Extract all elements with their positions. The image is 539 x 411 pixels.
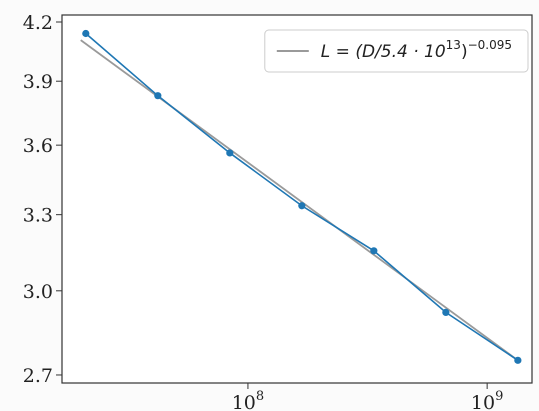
y-tick-label: 3.6 — [23, 135, 53, 157]
x-tick-base: 10 — [471, 392, 495, 411]
data-point — [82, 29, 90, 38]
data-point — [442, 308, 450, 316]
data-point — [370, 247, 378, 255]
y-tick-label: 2.7 — [23, 365, 53, 387]
series-line — [80, 39, 519, 362]
y-tick-label: 4.2 — [23, 12, 53, 34]
x-tick-label: 108 — [232, 389, 264, 411]
legend-label-part: −0.095 — [468, 38, 512, 52]
x-tick-label: 109 — [471, 389, 503, 411]
data-point — [154, 92, 162, 100]
legend: L = (D/5.4 · 1013)−0.095 — [264, 29, 529, 73]
legend-box — [264, 29, 529, 73]
legend-label-part: 13 — [446, 38, 461, 52]
legend-label-part: L = (D/5.4 · 10 — [321, 42, 446, 62]
y-tick-label: 3.3 — [23, 205, 53, 227]
data-point — [298, 202, 306, 210]
x-tick-exponent: 9 — [495, 389, 503, 404]
legend-label: L = (D/5.4 · 1013)−0.095 — [321, 38, 512, 62]
data-point — [514, 356, 522, 364]
x-tick-base: 10 — [232, 392, 256, 411]
data-point — [226, 149, 234, 157]
y-tick-label: 3.0 — [23, 281, 53, 303]
y-tick-label: 3.9 — [23, 71, 53, 93]
x-tick-exponent: 8 — [256, 389, 264, 404]
legend-label-part: ) — [461, 42, 468, 62]
